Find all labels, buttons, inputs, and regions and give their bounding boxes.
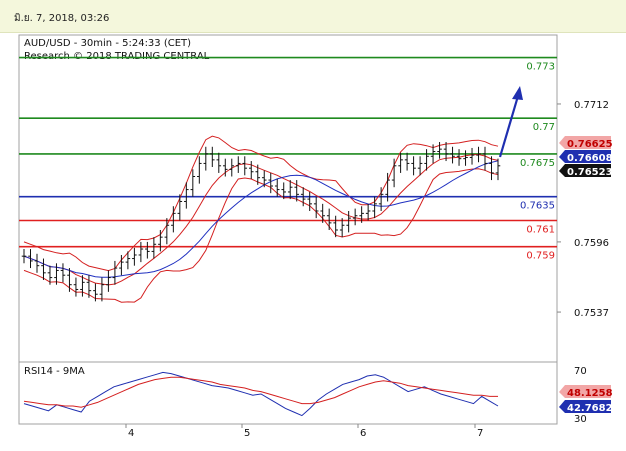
indicator-tick-label: 70 xyxy=(574,366,587,377)
indicator-panel xyxy=(18,361,558,425)
rsi-value-tag xyxy=(565,385,611,398)
bands-layer xyxy=(23,135,499,303)
header-bar: มิ.ย. 7, 2018, 03:26 xyxy=(0,0,626,33)
y-tick-label: 0.7537 xyxy=(574,308,609,319)
rsi-line xyxy=(23,371,499,417)
bollinger-mid xyxy=(23,153,499,286)
rsi-value-tag-pointer xyxy=(559,385,565,398)
bollinger-upper xyxy=(23,135,499,272)
level-label: 0.761 xyxy=(526,224,555,235)
rsi-ma-line xyxy=(23,376,498,408)
price-tag xyxy=(565,150,611,163)
level-label: 0.77 xyxy=(533,122,555,133)
level-label: 0.759 xyxy=(526,251,555,262)
level-label: 0.7675 xyxy=(520,158,555,169)
header-date: มิ.ย. 7, 2018, 03:26 xyxy=(14,13,110,24)
x-tick-label: 4 xyxy=(128,428,134,439)
chart-subtitle: Research © 2018 TRADING CENTRAL xyxy=(24,51,210,62)
level-label: 0.773 xyxy=(526,62,555,73)
price-tag-label: 0.76625 xyxy=(567,139,613,150)
rsi-value-tag-label: 48.1258 xyxy=(567,388,613,399)
y-tick-label: 0.7596 xyxy=(574,238,609,249)
price-panel xyxy=(18,34,558,363)
price-tag xyxy=(565,164,611,177)
level-label: 0.7635 xyxy=(520,201,555,212)
moving-average-line xyxy=(23,160,499,278)
rsi-layer xyxy=(23,371,499,417)
price-tag-pointer xyxy=(559,150,565,163)
price-tag-label: 0.76523 xyxy=(567,167,613,178)
forecast-arrow xyxy=(498,86,523,158)
rsi-value-tag-pointer xyxy=(559,400,565,413)
price-tag-pointer xyxy=(559,136,565,149)
price-tag-label: 0.76608 xyxy=(567,153,613,164)
x-tick-label: 5 xyxy=(244,428,250,439)
bollinger-lower xyxy=(23,168,499,303)
y-tick-label: 0.7712 xyxy=(574,100,609,111)
price-tag xyxy=(565,136,611,149)
axis-layer: 0.7712 0.7596 0.7537 4 5 6 7 70 30 0.76625 0.76608… xyxy=(125,100,613,439)
x-tick-label: 6 xyxy=(360,428,366,439)
chart-title: AUD/USD - 30min - 5:24:33 (CET) xyxy=(24,38,191,49)
rsi-value-tag xyxy=(565,400,611,413)
candles-layer xyxy=(21,142,501,302)
rsi-value-tag-label: 42.7682 xyxy=(567,403,613,414)
levels-layer: 0.773 0.77 0.7675 0.7635 0.761 0.759 xyxy=(19,56,557,262)
indicator-title: RSI14 - 9MA xyxy=(24,366,85,377)
price-tag-pointer xyxy=(559,164,565,177)
x-tick-label: 7 xyxy=(477,428,483,439)
indicator-tick-label: 30 xyxy=(574,414,587,425)
